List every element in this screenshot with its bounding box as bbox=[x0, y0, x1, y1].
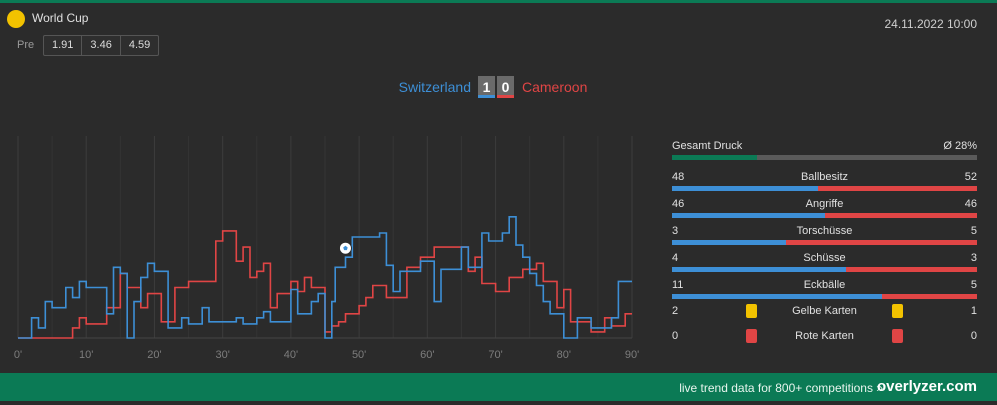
trend-chart: 0' 10' 20' 30' 40' 50' 60' 70' 80' 90' bbox=[14, 136, 639, 361]
stat-away-value: 3 bbox=[970, 252, 977, 264]
stat-away-value: 46 bbox=[964, 198, 977, 210]
top-accent-bar bbox=[0, 0, 997, 3]
red-card-icon bbox=[746, 329, 757, 343]
odds-home[interactable]: 1.91 bbox=[43, 35, 83, 56]
away-score: 0 bbox=[497, 76, 514, 98]
footer-brand-link[interactable]: overlyzer.com bbox=[876, 378, 977, 395]
competition-name[interactable]: World Cup bbox=[32, 11, 89, 25]
x-tick-label: 50' bbox=[352, 349, 366, 361]
match-datetime: 24.11.2022 10:00 bbox=[884, 17, 977, 31]
x-tick-label: 30' bbox=[215, 349, 229, 361]
stat-away-value: 52 bbox=[964, 171, 977, 183]
stat-bar-away bbox=[786, 240, 977, 245]
stat-bar-away bbox=[818, 186, 977, 191]
pre-odds: 1.91 3.46 4.59 bbox=[43, 35, 160, 56]
home-team-name[interactable]: Switzerland bbox=[398, 79, 471, 95]
pressure-bar bbox=[672, 155, 977, 160]
red-cards-label: Rote Karten bbox=[795, 330, 854, 342]
stat-bar-away bbox=[824, 213, 977, 218]
stat-row-attacks: 46 Angriffe 46 bbox=[672, 198, 977, 218]
stat-row-shots-on-goal: 3 Torschüsse 5 bbox=[672, 225, 977, 245]
pressure-label: Gesamt Druck bbox=[672, 140, 743, 152]
odds-away[interactable]: 4.59 bbox=[120, 35, 160, 56]
x-tick-label: 20' bbox=[147, 349, 161, 361]
stat-home-value: 3 bbox=[672, 225, 679, 237]
stat-bar-home bbox=[672, 240, 787, 245]
stat-bar bbox=[672, 186, 977, 191]
x-tick-label: 10' bbox=[79, 349, 93, 361]
away-trend-line bbox=[18, 230, 632, 339]
stat-label: Ballbesitz bbox=[800, 171, 849, 183]
stat-label: Torschüsse bbox=[796, 225, 853, 237]
stat-label: Eckbälle bbox=[803, 279, 846, 291]
red-cards-away: 0 bbox=[970, 330, 977, 342]
x-tick-label: 80' bbox=[557, 349, 571, 361]
pressure-row: Gesamt Druck Ø 28% bbox=[672, 140, 977, 160]
stat-bar bbox=[672, 294, 977, 299]
home-trend-line bbox=[18, 216, 632, 339]
red-card-icon bbox=[892, 329, 903, 343]
stat-home-value: 48 bbox=[672, 171, 685, 183]
yellow-card-icon bbox=[746, 304, 757, 318]
stat-row-possession: 48 Ballbesitz 52 bbox=[672, 171, 977, 191]
stat-bar-home bbox=[672, 213, 825, 218]
x-tick-label: 90' bbox=[625, 349, 639, 361]
stat-bar bbox=[672, 240, 977, 245]
stat-away-value: 5 bbox=[970, 225, 977, 237]
footer-tagline[interactable]: live trend data for 800+ competitions » bbox=[679, 381, 883, 395]
stat-label: Angriffe bbox=[805, 198, 844, 210]
stat-bar bbox=[672, 267, 977, 272]
yellow-cards-away: 1 bbox=[970, 305, 977, 317]
x-tick-label: 70' bbox=[488, 349, 502, 361]
x-tick-label: 0' bbox=[14, 349, 22, 361]
stat-row-shots: 4 Schüsse 3 bbox=[672, 252, 977, 272]
away-team-name[interactable]: Cameroon bbox=[522, 79, 588, 95]
stat-away-value: 5 bbox=[970, 279, 977, 291]
red-cards-home: 0 bbox=[672, 330, 679, 342]
home-score: 1 bbox=[478, 76, 495, 98]
stat-home-value: 11 bbox=[672, 279, 684, 291]
pressure-bar-fill bbox=[672, 155, 758, 160]
x-tick-label: 60' bbox=[420, 349, 434, 361]
yellow-cards-label: Gelbe Karten bbox=[792, 305, 857, 317]
x-tick-label: 40' bbox=[284, 349, 298, 361]
stat-bar-home bbox=[672, 186, 819, 191]
stat-bar-home bbox=[672, 294, 882, 299]
footer-bar: live trend data for 800+ competitions » … bbox=[0, 373, 997, 401]
pre-odds-label: Pre bbox=[17, 39, 35, 51]
yellow-card-icon bbox=[892, 304, 903, 318]
pressure-value: Ø 28% bbox=[943, 140, 977, 152]
yellow-cards-row: 2 Gelbe Karten 1 bbox=[672, 304, 977, 320]
stat-bar-home bbox=[672, 267, 847, 272]
yellow-cards-home: 2 bbox=[672, 305, 679, 317]
stat-bar-away bbox=[881, 294, 977, 299]
red-cards-row: 0 Rote Karten 0 bbox=[672, 329, 977, 345]
stat-row-corners: 11 Eckbälle 5 bbox=[672, 279, 977, 299]
stat-bar bbox=[672, 213, 977, 218]
stat-bar-away bbox=[846, 267, 977, 272]
stat-home-value: 4 bbox=[672, 252, 679, 264]
stat-home-value: 46 bbox=[672, 198, 685, 210]
football-icon[interactable] bbox=[338, 241, 352, 255]
stat-label: Schüsse bbox=[803, 252, 846, 264]
odds-draw[interactable]: 3.46 bbox=[82, 35, 121, 56]
competition-icon bbox=[7, 10, 25, 28]
